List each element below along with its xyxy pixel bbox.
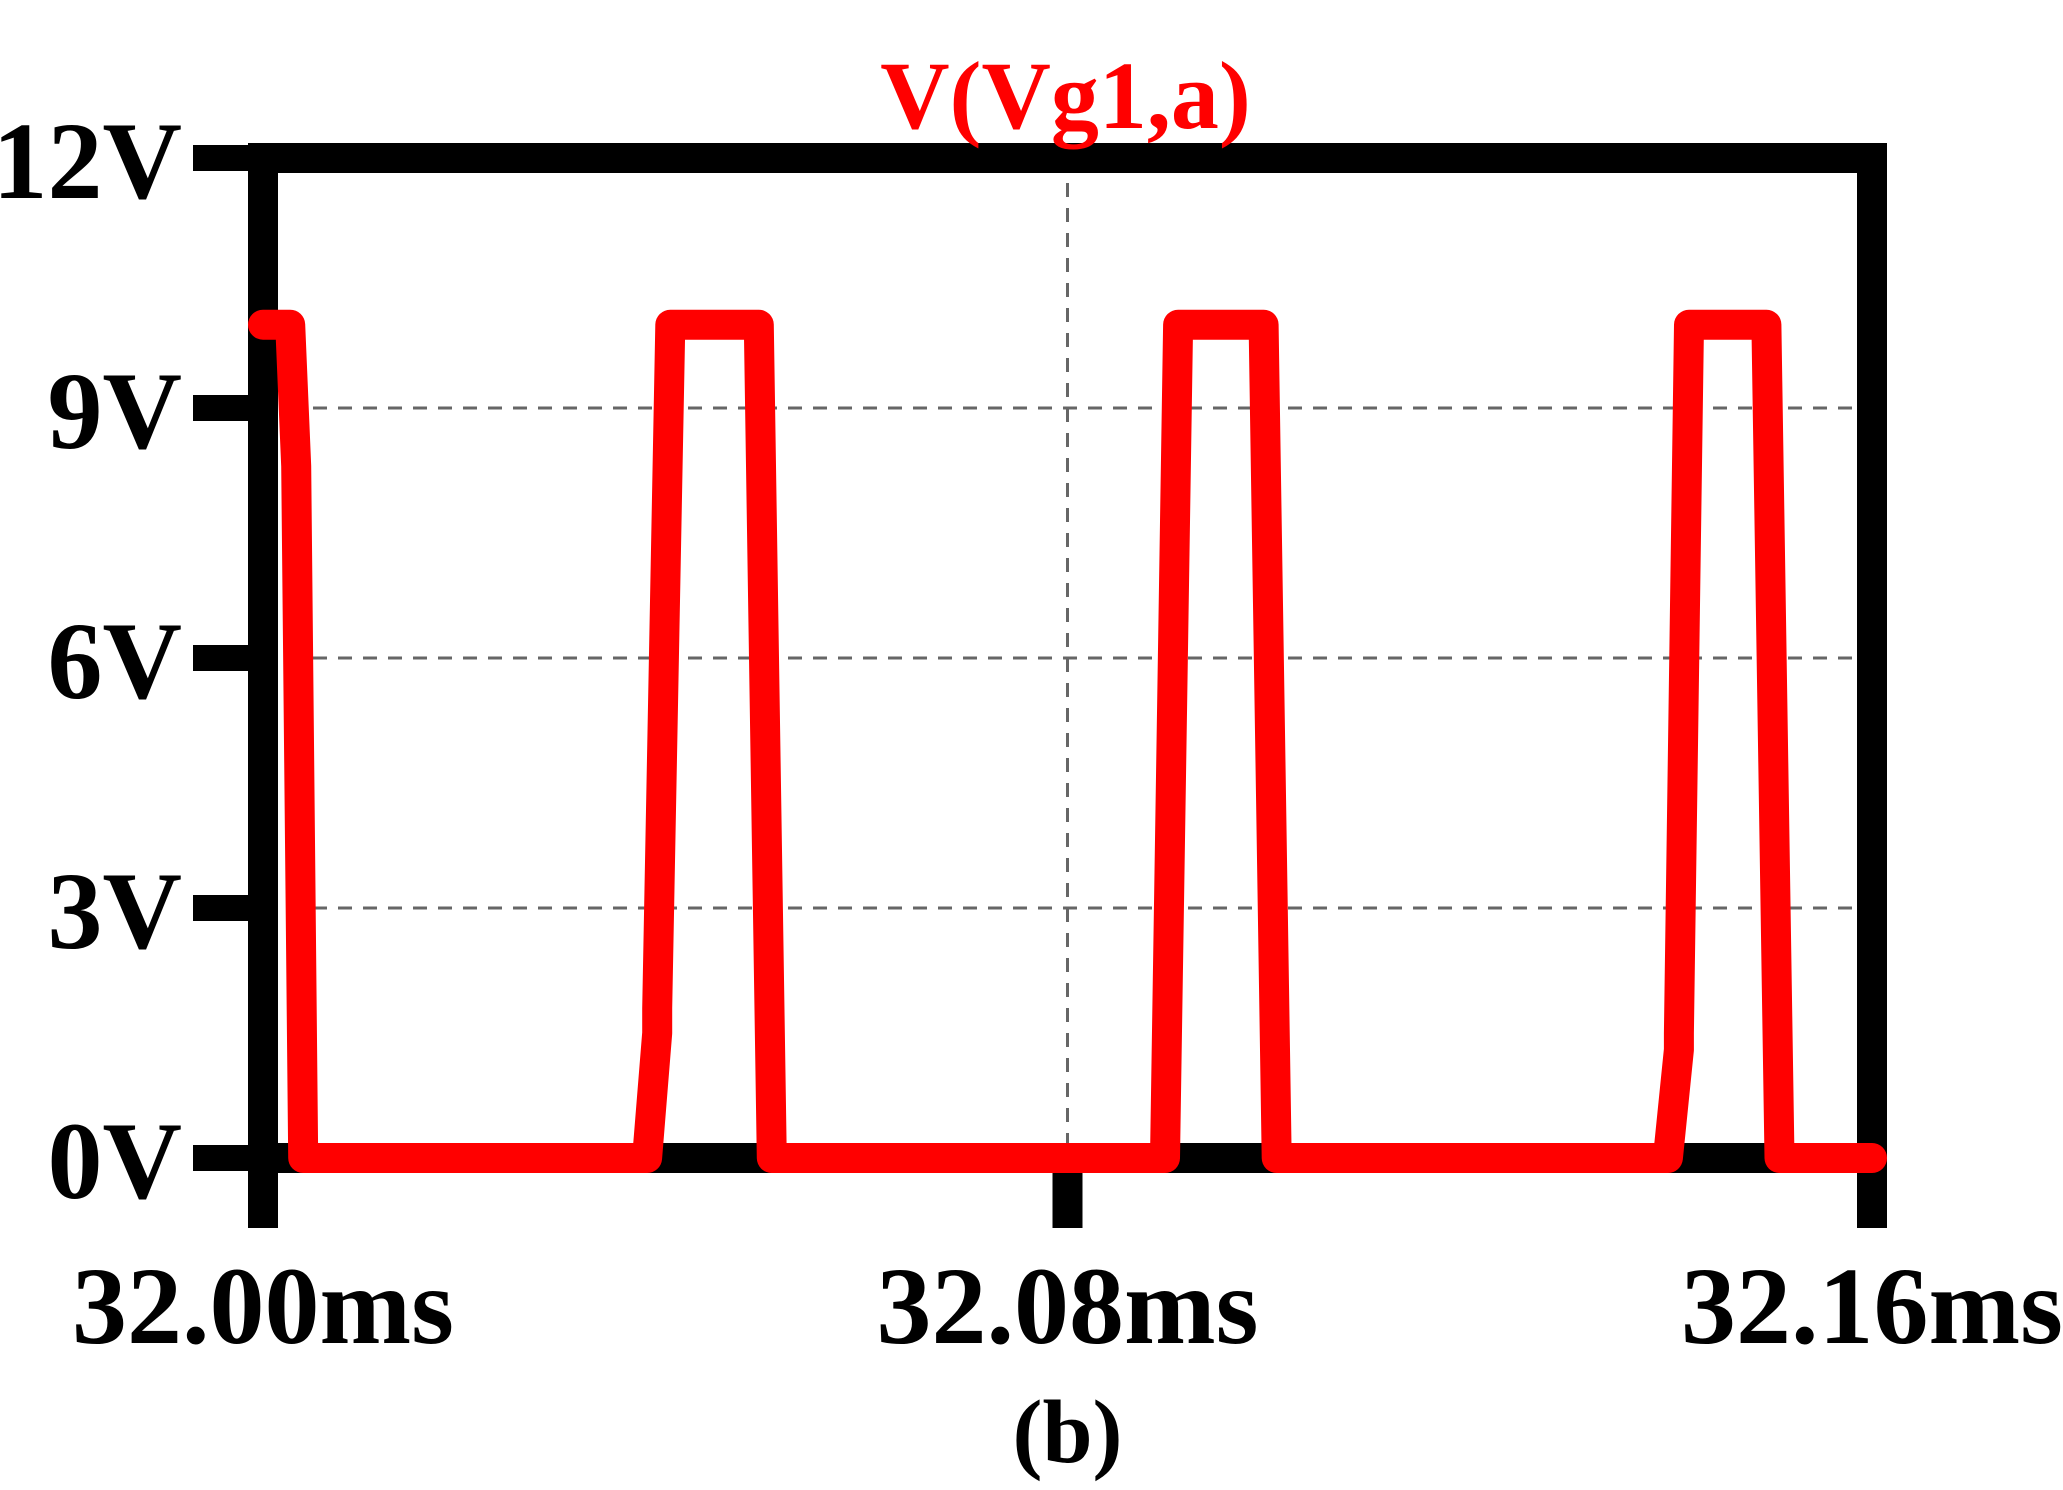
y-tick-label-3: 9V bbox=[48, 350, 182, 472]
x-tick-label-2: 32.16ms bbox=[1681, 1245, 2063, 1367]
y-tick-label-2: 6V bbox=[48, 600, 182, 722]
series-line-vg1-a bbox=[248, 309, 1887, 1173]
x-tick-labels: 32.00ms 32.08ms 32.16ms bbox=[72, 1245, 2063, 1367]
grid-lines bbox=[263, 158, 1872, 1158]
y-tick-labels: 0V 3V 6V 9V 12V bbox=[0, 100, 182, 1222]
x-tick-label-0: 32.00ms bbox=[72, 1245, 454, 1367]
y-tick-label-0: 0V bbox=[48, 1100, 182, 1222]
y-tick-label-1: 3V bbox=[48, 850, 182, 972]
x-tick-label-1: 32.08ms bbox=[877, 1245, 1259, 1367]
chart-title: V(Vg1,a) bbox=[880, 42, 1251, 149]
title-background bbox=[860, 30, 1271, 142]
y-tick-label-4: 12V bbox=[0, 100, 182, 222]
tick-marks bbox=[193, 145, 1887, 1228]
figure-caption: (b) bbox=[1013, 1383, 1123, 1482]
